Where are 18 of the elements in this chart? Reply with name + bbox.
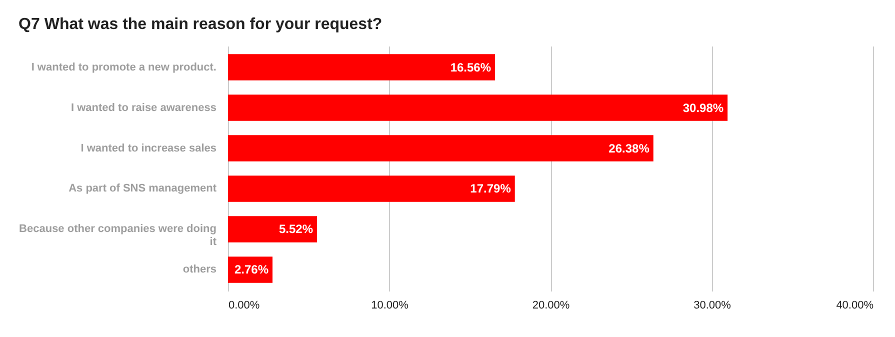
data-label: 5.52% [278,222,314,236]
y-tick-label: Because other companies were doing it [19,223,217,248]
data-label: 16.56% [450,60,492,74]
x-tick-label: 40.00% [836,300,874,312]
x-tick-label: 20.00% [532,300,570,312]
y-tick-label: others [182,264,216,276]
data-label: 26.38% [608,141,650,156]
data-label: 17.79% [470,182,512,196]
data-label: 2.76% [234,262,269,277]
y-tick-label: As part of SNS management [68,182,217,195]
x-tick-label: 10.00% [371,300,409,312]
y-tick-label: I wanted to increase sales [80,142,216,154]
x-tick-label: 30.00% [694,300,732,312]
chart-title: Q7 What was the main reason for your request? [18,16,382,33]
y-tick-label: I wanted to raise awareness [70,102,216,114]
data-label: 30.98% [682,100,724,115]
y-tick-label: I wanted to promote a new product. [31,61,216,74]
x-tick-label: 0.00% [228,300,260,312]
